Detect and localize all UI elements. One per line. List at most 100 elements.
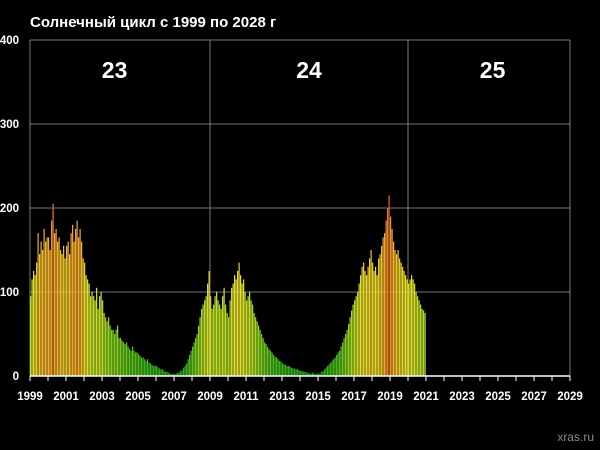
data-bar	[350, 310, 353, 376]
data-bar	[35, 262, 38, 376]
data-bar	[343, 338, 345, 376]
data-bar	[74, 229, 77, 376]
data-bar	[40, 241, 42, 376]
data-bar	[67, 241, 69, 376]
data-bar	[254, 317, 257, 376]
data-bar	[79, 229, 81, 376]
data-bar	[340, 346, 342, 376]
data-bar	[61, 254, 63, 376]
data-bar	[94, 300, 96, 376]
x-tick-label: 2011	[234, 391, 260, 403]
data-bar	[278, 360, 281, 376]
data-bar	[286, 365, 288, 376]
data-bar	[62, 245, 65, 376]
data-bar	[413, 283, 416, 376]
data-bar	[143, 359, 146, 376]
data-bar	[257, 325, 260, 376]
data-bar	[203, 300, 206, 376]
data-bar	[124, 344, 126, 376]
data-bar	[101, 300, 104, 376]
y-tick-label: 0	[13, 371, 19, 383]
data-bar	[190, 350, 192, 376]
data-bar	[163, 370, 165, 376]
data-bar	[332, 359, 335, 376]
data-bar	[380, 245, 383, 376]
data-bar	[323, 369, 326, 376]
data-bar	[383, 233, 386, 376]
y-tick-label: 200	[0, 203, 19, 215]
data-bar	[226, 313, 228, 376]
data-bar	[290, 367, 293, 376]
data-bar	[191, 346, 194, 376]
data-bar	[86, 279, 89, 376]
data-bar	[230, 287, 233, 376]
data-bar	[385, 220, 387, 376]
data-bar	[95, 287, 98, 376]
data-bar	[362, 262, 365, 376]
data-bar	[31, 279, 33, 376]
data-bar	[238, 262, 240, 376]
data-bar	[280, 361, 282, 376]
data-bar	[364, 271, 366, 376]
data-bar	[71, 224, 74, 376]
data-bar	[259, 329, 261, 376]
data-bar	[275, 357, 278, 376]
data-bar	[176, 372, 179, 376]
data-bar	[395, 254, 398, 376]
chart-title: Солнечный цикл с 1999 по 2028 г	[30, 14, 276, 31]
data-bar	[338, 350, 341, 376]
x-tick-label: 2017	[341, 391, 367, 403]
data-bar	[199, 317, 201, 376]
data-bar	[229, 300, 231, 376]
data-bar	[221, 296, 224, 376]
data-bar	[154, 365, 156, 376]
data-bar	[106, 321, 108, 376]
y-tick-label: 400	[0, 35, 19, 47]
data-bar	[173, 374, 176, 376]
data-bar	[184, 365, 186, 376]
data-bar	[266, 346, 269, 376]
data-bar	[253, 313, 255, 376]
data-bar	[220, 308, 222, 376]
data-bar	[310, 373, 312, 376]
data-bar	[127, 346, 129, 376]
cycle-label: 25	[480, 57, 506, 83]
data-bar	[107, 317, 110, 376]
data-bar	[52, 203, 54, 376]
data-bar	[64, 258, 66, 376]
data-bar	[80, 241, 83, 376]
data-bar	[352, 304, 354, 376]
data-bar	[70, 233, 72, 376]
data-bar	[104, 317, 107, 376]
data-bar	[295, 369, 297, 376]
data-bar	[298, 370, 300, 376]
data-bar	[304, 371, 306, 376]
data-bar	[161, 369, 164, 376]
x-tick-label: 2013	[269, 391, 295, 403]
data-bar	[196, 334, 198, 376]
data-bar	[112, 329, 114, 376]
data-bar	[287, 365, 290, 376]
data-bar	[125, 342, 128, 376]
data-bar	[197, 325, 200, 376]
data-bar	[386, 208, 389, 376]
data-bar	[188, 355, 191, 376]
data-bar	[145, 360, 147, 376]
data-bar	[349, 317, 351, 376]
data-bar	[391, 229, 393, 376]
data-bar	[329, 362, 332, 376]
data-bar	[248, 292, 251, 376]
data-bar	[187, 359, 189, 376]
x-tick-label: 2019	[377, 391, 403, 403]
data-bar	[50, 220, 53, 376]
data-bar	[236, 271, 239, 376]
cycle-label: 24	[296, 57, 322, 83]
data-bar	[281, 363, 284, 376]
data-bar	[41, 250, 44, 376]
data-bar	[119, 338, 122, 376]
data-bar	[392, 241, 395, 376]
data-bar	[109, 325, 111, 376]
data-bar	[374, 266, 377, 376]
data-bar	[164, 371, 167, 376]
data-bar	[271, 352, 273, 376]
